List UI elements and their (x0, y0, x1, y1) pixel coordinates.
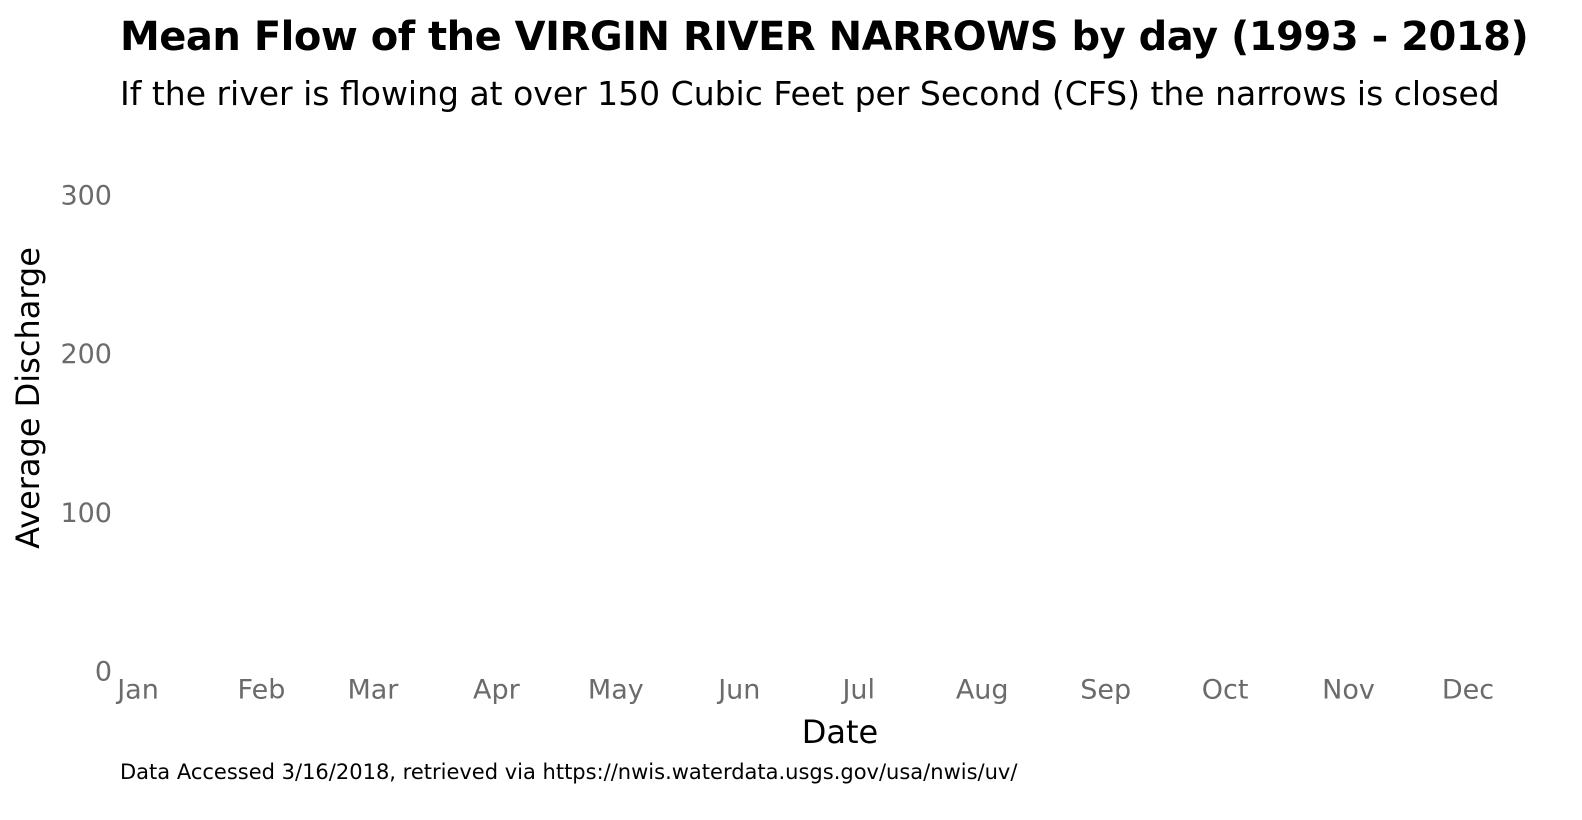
x-tick-label: Jan (115, 675, 159, 706)
chart-caption: Data Accessed 3/16/2018, retrieved via h… (120, 760, 1018, 784)
x-tick-label: Dec (1442, 675, 1494, 706)
x-tick-label: Feb (238, 675, 286, 706)
x-tick-label: Jun (716, 675, 760, 706)
chart-title: Mean Flow of the VIRGIN RIVER NARROWS by… (120, 14, 1529, 60)
x-tick-label: Mar (347, 675, 399, 706)
y-tick-label: 200 (60, 339, 112, 370)
x-tick-label: Oct (1202, 675, 1249, 706)
x-tick-label: Sep (1080, 675, 1131, 706)
x-tick-label: Aug (956, 675, 1009, 706)
y-tick-label: 300 (60, 181, 112, 212)
x-tick-label: May (588, 675, 644, 706)
y-tick-label: 0 (95, 657, 112, 688)
x-axis-label: Date (801, 713, 879, 751)
x-tick-label: Apr (473, 675, 521, 706)
x-tick-label: Jul (840, 675, 875, 706)
x-tick-label: Nov (1322, 675, 1375, 706)
y-tick-label: 100 (60, 498, 112, 529)
chart-subtitle: If the river is flowing at over 150 Cubi… (120, 74, 1500, 113)
